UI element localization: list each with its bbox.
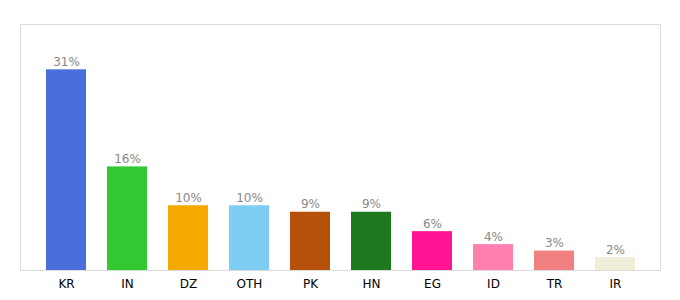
svg-text:EG: EG xyxy=(424,277,441,291)
svg-text:DZ: DZ xyxy=(180,277,197,291)
svg-text:2%: 2% xyxy=(606,243,625,257)
svg-text:OTH: OTH xyxy=(237,277,263,291)
svg-text:3%: 3% xyxy=(545,236,564,250)
svg-text:31%: 31% xyxy=(53,55,80,69)
svg-text:10%: 10% xyxy=(175,191,202,205)
svg-text:IN: IN xyxy=(121,277,134,291)
svg-text:HN: HN xyxy=(363,277,381,291)
svg-text:ID: ID xyxy=(487,277,500,291)
svg-text:KR: KR xyxy=(58,277,74,291)
svg-text:9%: 9% xyxy=(301,197,320,211)
svg-text:6%: 6% xyxy=(423,217,442,231)
svg-text:10%: 10% xyxy=(236,191,263,205)
svg-text:IR: IR xyxy=(610,277,622,291)
svg-text:9%: 9% xyxy=(362,197,381,211)
svg-text:TR: TR xyxy=(546,277,563,291)
svg-text:16%: 16% xyxy=(114,152,141,166)
svg-text:4%: 4% xyxy=(484,230,503,244)
svg-text:PK: PK xyxy=(303,277,319,291)
